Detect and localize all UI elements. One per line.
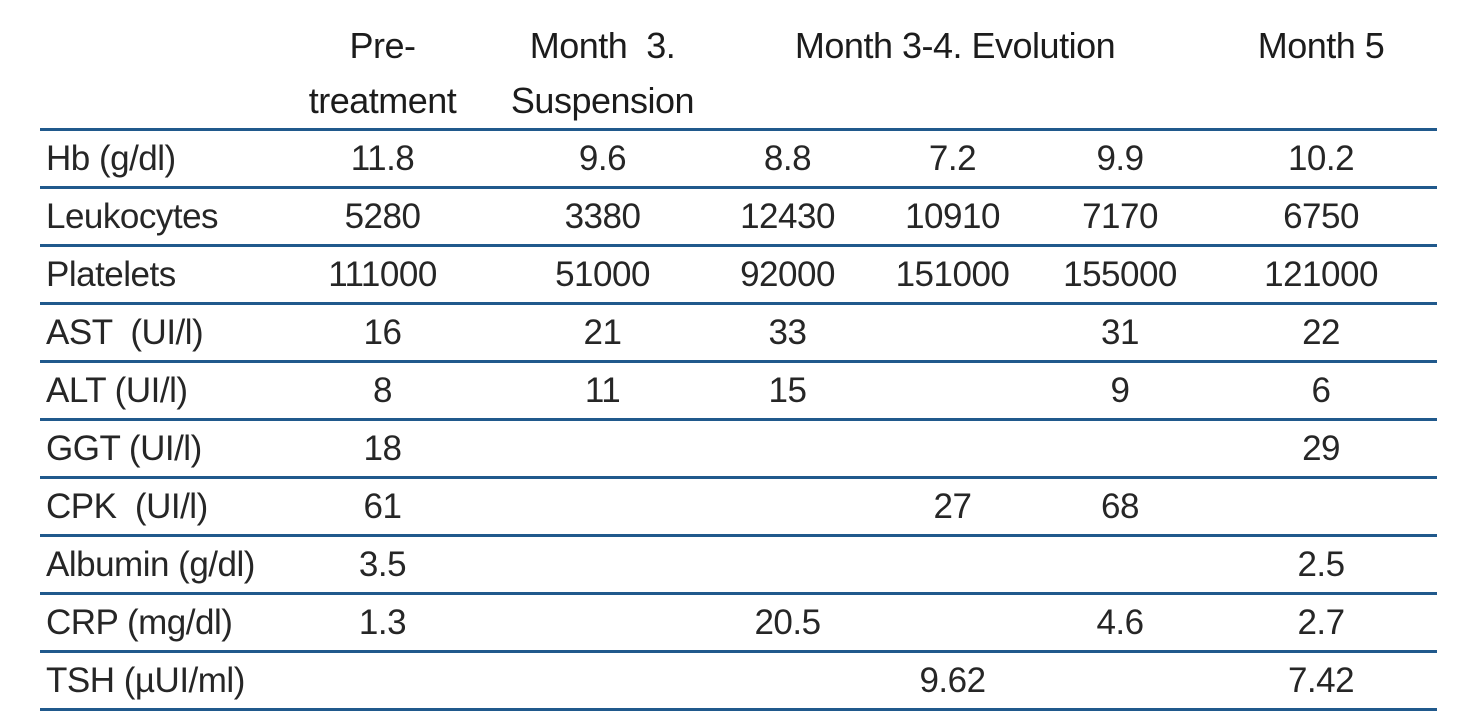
row-label: Hb (g/dl) bbox=[40, 129, 265, 189]
header-pretreatment-line1: Pre- bbox=[349, 25, 416, 66]
row-label: AST (UI/l) bbox=[40, 303, 265, 363]
table-row-tsh: TSH (µUI/ml) 9.62 7.42 bbox=[40, 651, 1438, 711]
lab-results-table: Pre- treatment Month 3. Suspension Month… bbox=[40, 18, 1438, 711]
cell: 6 bbox=[1205, 361, 1438, 421]
cell bbox=[870, 419, 1035, 479]
cell bbox=[500, 535, 705, 595]
cell: 29 bbox=[1205, 419, 1438, 479]
cell: 68 bbox=[1035, 477, 1206, 537]
cell: 2.7 bbox=[1205, 593, 1438, 653]
row-label: Leukocytes bbox=[40, 187, 265, 247]
cell bbox=[705, 535, 870, 595]
cell: 9.6 bbox=[500, 129, 705, 189]
cell: 21 bbox=[500, 303, 705, 363]
table-row-crp: CRP (mg/dl) 1.3 20.5 4.6 2.7 bbox=[40, 593, 1438, 653]
cell: 9.9 bbox=[1035, 129, 1206, 189]
cell: 16 bbox=[265, 303, 500, 363]
table-row-albumin: Albumin (g/dl) 3.5 2.5 bbox=[40, 535, 1438, 595]
cell bbox=[705, 419, 870, 479]
cell: 18 bbox=[265, 419, 500, 479]
table-row-ggt: GGT (UI/l) 18 29 bbox=[40, 419, 1438, 479]
table-row-ast: AST (UI/l) 16 21 33 31 22 bbox=[40, 303, 1438, 363]
cell: 2.5 bbox=[1205, 535, 1438, 595]
cell: 92000 bbox=[705, 245, 870, 305]
cell: 7170 bbox=[1035, 187, 1206, 247]
cell: 11 bbox=[500, 361, 705, 421]
table-row-cpk: CPK (UI/l) 61 27 68 bbox=[40, 477, 1438, 537]
cell: 9 bbox=[1035, 361, 1206, 421]
cell: 3380 bbox=[500, 187, 705, 247]
cell: 1.3 bbox=[265, 593, 500, 653]
header-month3-line1: Month 3. bbox=[529, 25, 676, 66]
header-month34-evolution: Month 3-4. Evolution bbox=[705, 18, 1206, 131]
header-pretreatment-line2: treatment bbox=[308, 80, 457, 121]
cell bbox=[265, 651, 500, 711]
cell: 6750 bbox=[1205, 187, 1438, 247]
table-row-platelets: Platelets 111000 51000 92000 151000 1550… bbox=[40, 245, 1438, 305]
header-empty-cell bbox=[40, 18, 265, 131]
header-month5: Month 5 bbox=[1205, 18, 1438, 131]
cell: 22 bbox=[1205, 303, 1438, 363]
cell: 9.62 bbox=[870, 651, 1035, 711]
row-label: CPK (UI/l) bbox=[40, 477, 265, 537]
cell bbox=[1205, 477, 1438, 537]
table-row-leukocytes: Leukocytes 5280 3380 12430 10910 7170 67… bbox=[40, 187, 1438, 247]
cell: 8 bbox=[265, 361, 500, 421]
cell: 4.6 bbox=[1035, 593, 1206, 653]
cell: 15 bbox=[705, 361, 870, 421]
cell: 7.2 bbox=[870, 129, 1035, 189]
cell bbox=[870, 361, 1035, 421]
cell: 10910 bbox=[870, 187, 1035, 247]
row-label: Albumin (g/dl) bbox=[40, 535, 265, 595]
cell: 11.8 bbox=[265, 129, 500, 189]
header-month5-label: Month 5 bbox=[1257, 25, 1385, 66]
row-label: ALT (UI/l) bbox=[40, 361, 265, 421]
cell: 155000 bbox=[1035, 245, 1206, 305]
header-row: Pre- treatment Month 3. Suspension Month… bbox=[40, 18, 1438, 131]
row-label: CRP (mg/dl) bbox=[40, 593, 265, 653]
cell: 31 bbox=[1035, 303, 1206, 363]
cell: 5280 bbox=[265, 187, 500, 247]
header-month3-line2: Suspension bbox=[510, 80, 695, 121]
cell bbox=[1035, 419, 1206, 479]
cell bbox=[500, 477, 705, 537]
cell: 8.8 bbox=[705, 129, 870, 189]
cell bbox=[870, 593, 1035, 653]
cell: 151000 bbox=[870, 245, 1035, 305]
cell: 61 bbox=[265, 477, 500, 537]
row-label: TSH (µUI/ml) bbox=[40, 651, 265, 711]
header-month34-label: Month 3-4. Evolution bbox=[794, 25, 1116, 66]
cell bbox=[1035, 651, 1206, 711]
row-label: GGT (UI/l) bbox=[40, 419, 265, 479]
cell bbox=[1035, 535, 1206, 595]
table-row-alt: ALT (UI/l) 8 11 15 9 6 bbox=[40, 361, 1438, 421]
cell: 111000 bbox=[265, 245, 500, 305]
cell: 27 bbox=[870, 477, 1035, 537]
table-row-hb: Hb (g/dl) 11.8 9.6 8.8 7.2 9.9 10.2 bbox=[40, 129, 1438, 189]
header-month3-suspension: Month 3. Suspension bbox=[500, 18, 705, 131]
cell bbox=[705, 651, 870, 711]
cell: 121000 bbox=[1205, 245, 1438, 305]
cell bbox=[500, 651, 705, 711]
cell: 10.2 bbox=[1205, 129, 1438, 189]
cell: 51000 bbox=[500, 245, 705, 305]
cell bbox=[705, 477, 870, 537]
cell bbox=[500, 419, 705, 479]
header-pretreatment: Pre- treatment bbox=[265, 18, 500, 131]
cell: 20.5 bbox=[705, 593, 870, 653]
cell: 12430 bbox=[705, 187, 870, 247]
cell: 7.42 bbox=[1205, 651, 1438, 711]
cell: 33 bbox=[705, 303, 870, 363]
row-label: Platelets bbox=[40, 245, 265, 305]
cell bbox=[870, 303, 1035, 363]
cell: 3.5 bbox=[265, 535, 500, 595]
cell bbox=[500, 593, 705, 653]
cell bbox=[870, 535, 1035, 595]
